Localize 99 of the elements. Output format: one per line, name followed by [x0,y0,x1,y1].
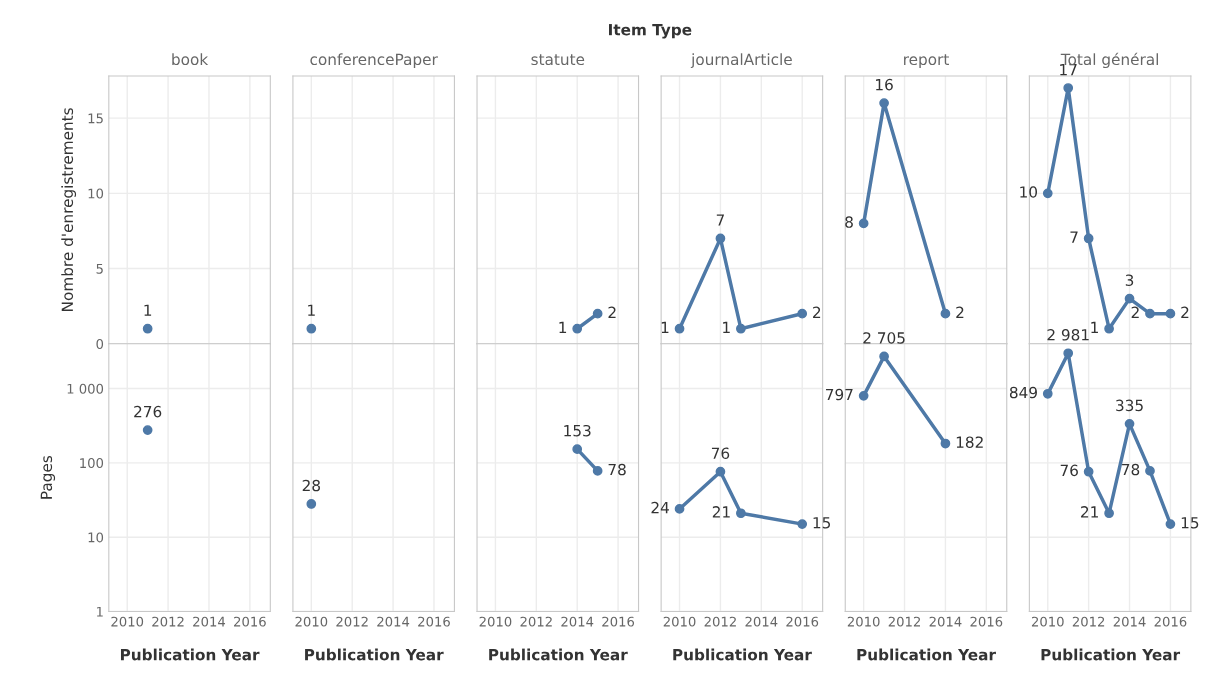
data-label: 1 [1091,321,1098,333]
point [674,504,685,514]
data-label: 15 [1181,517,1199,529]
data-label: 2 705 [863,332,905,344]
data-label: 182 [956,436,983,448]
y-tick-label: 1 [97,606,103,617]
x-tick-label: 2010 [479,616,512,627]
x-tick-label: 2016 [786,616,819,627]
data-label: 78 [1122,463,1140,476]
data-label: 2 981 [1047,329,1089,341]
data-label: 153 [564,424,591,437]
point [1124,293,1135,304]
x-tick-label: 2016 [234,616,266,627]
x-tick-label: 2012 [520,616,552,627]
data-label: 76 [711,447,730,460]
data-label: 21 [1081,506,1098,518]
data-label: 2 [813,306,821,318]
y-tick-label: 10 [88,532,104,543]
x-axis-title: Publication Year [489,648,628,661]
x-tick-label: 2016 [1154,616,1187,627]
point [1124,418,1135,429]
point [1165,308,1176,319]
chart-title: journalArticle [690,53,792,69]
point [797,519,808,529]
y-tick-label: 1 000 [67,383,104,394]
point [1145,466,1155,476]
x-tick-label: 2014 [745,616,778,627]
x-tick-label: 2010 [1031,616,1064,627]
data-label: 849 [1009,386,1037,399]
x-tick-label: 2016 [970,616,1003,627]
x-tick-label: 2014 [377,616,410,627]
data-label: 2 [1131,306,1139,318]
data-label: 78 [608,463,626,476]
point [1042,388,1053,399]
data-label: 28 [302,479,320,492]
data-label: 10 [1020,186,1038,198]
x-tick-label: 2016 [418,616,450,627]
point [1042,188,1053,199]
x-tick-label: 2014 [1113,616,1146,627]
point [1083,466,1094,477]
chart-title: conferencePaper [310,53,438,69]
x-tick-label: 2010 [847,616,880,627]
data-label: 7 [716,214,724,226]
data-label: 7 [1070,231,1078,243]
data-label: 1 [308,304,315,316]
x-tick-label: 2012 [152,616,184,627]
data-label: 276 [134,405,162,418]
point [1165,519,1176,529]
chart-title: report [904,54,949,69]
y-tick-label: 5 [96,263,103,274]
point [715,466,726,477]
point [736,508,746,519]
y-axis-title: Pages [40,455,56,499]
x-tick-label: 2012 [1072,616,1105,627]
data-label: 24 [651,501,669,514]
data-label: 15 [813,517,831,529]
point [1145,308,1155,319]
data-label: 1 [559,321,567,333]
text: Item Type [609,24,692,39]
data-label: 335 [1116,399,1143,412]
point [1104,508,1114,519]
data-label: 1 [144,304,152,316]
x-tick-label: 2014 [929,616,962,627]
point [1063,348,1074,359]
point [1104,323,1114,334]
x-tick-label: 2014 [561,616,594,627]
x-axis-title: Publication Year [857,648,996,661]
data-label: 76 [1060,464,1078,477]
data-label: 797 [826,388,853,401]
x-tick-label: 2010 [663,616,696,627]
x-axis-title: Publication Year [673,648,812,661]
x-axis-title: Publication Year [120,648,260,661]
chart-title: statute [531,54,585,66]
point [1063,83,1074,93]
data-label: 3 [1125,274,1134,286]
data-label: 2 [1181,306,1189,318]
data-label: 2 [608,306,616,318]
y-axis-title: Nombre d'enregistrements [61,108,77,311]
x-tick-label: 2012 [336,616,368,627]
x-tick-label: 2010 [111,616,144,627]
y-tick-label: 10 [88,188,104,199]
x-tick-label: 2010 [295,616,328,627]
x-tick-label: 2012 [704,616,736,627]
x-axis-title: Publication Year [1041,648,1181,661]
data-label: 1 [723,321,730,333]
x-tick-label: 2012 [888,616,921,627]
data-label: 8 [845,216,853,228]
data-label: 2 [956,306,964,318]
x-tick-label: 2016 [602,616,635,627]
y-tick-label: 0 [96,338,104,349]
x-axis-title: Publication Year [305,648,444,661]
data-label: 21 [712,506,730,518]
y-tick-label: 100 [80,458,104,469]
data-label: 16 [876,78,893,91]
data-label: 1 [661,321,669,333]
x-tick-label: 2014 [193,616,226,627]
y-tick-label: 15 [88,113,103,124]
chart-title: book [172,53,209,66]
point [1083,233,1094,244]
